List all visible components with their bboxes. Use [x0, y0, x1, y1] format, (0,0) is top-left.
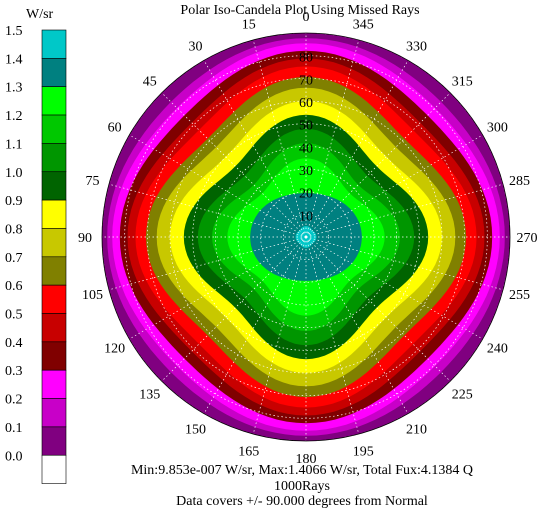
- radial-tick-label: 20: [299, 187, 313, 202]
- colorbar-band: [41, 426, 67, 456]
- radial-tick-label: 60: [299, 96, 313, 111]
- angular-tick-label: 225: [452, 387, 473, 402]
- colorbar-tick-label: 0.8: [5, 222, 23, 237]
- radial-tick-label: 40: [299, 141, 313, 156]
- angular-tick-label: 0: [303, 10, 310, 25]
- colorbar-tick-label: 0.1: [5, 421, 23, 436]
- colorbar-band: [41, 29, 67, 59]
- colorbar-tick-label: 0.6: [5, 279, 23, 294]
- angular-tick-label: 180: [296, 452, 317, 467]
- polar-grid-ring: [214, 145, 398, 329]
- colorbar-tick-label: 1.4: [5, 52, 23, 67]
- angular-tick-label: 330: [406, 40, 427, 55]
- colorbar-band: [41, 58, 67, 87]
- angular-tick-label: 195: [353, 444, 374, 459]
- angular-tick-label: 255: [509, 288, 530, 303]
- angular-tick-label: 30: [189, 40, 203, 55]
- colorbar-tick-label: 0.7: [5, 251, 23, 266]
- angular-tick-label: 105: [82, 288, 103, 303]
- colorbar-band: [41, 369, 67, 399]
- colorbar-tick-label: 0.9: [5, 194, 23, 209]
- angular-tick-label: 270: [517, 231, 538, 246]
- radial-tick-label: 10: [299, 209, 313, 224]
- colorbar-unit-label: W/sr: [26, 7, 54, 22]
- angular-tick-label: 240: [487, 342, 508, 357]
- polar-plot: 10 20 30 40 50 60 70 80 0 15 30 45 60 75 90 105 120 135 15…: [78, 10, 538, 467]
- colorbar-band: [41, 86, 67, 116]
- colorbar-band: [41, 341, 67, 371]
- colorbar-tick-label: 0.3: [5, 364, 23, 379]
- angular-tick-label: 150: [185, 422, 206, 437]
- angular-tick-label: 15: [242, 18, 256, 33]
- colorbar-band: [41, 284, 67, 314]
- colorbar-tick-label: 1.3: [5, 81, 23, 96]
- footer-coverage: Data covers +/- 90.000 degrees from Norm…: [176, 494, 428, 509]
- colorbar-tick-label: 1.5: [5, 24, 23, 39]
- angular-tick-label: 120: [104, 342, 125, 357]
- angular-tick-label: 90: [78, 231, 92, 246]
- chart-title: Polar Iso-Candela Plot Using Missed Rays: [180, 3, 419, 18]
- colorbar-band: [41, 143, 67, 173]
- angular-tick-label: 135: [139, 387, 160, 402]
- angular-tick-label: 345: [353, 18, 374, 33]
- angular-tick-label: 60: [108, 121, 122, 136]
- footer-rays: 1000Rays: [274, 479, 330, 494]
- colorbar-band: [41, 454, 67, 484]
- polar-grid-ring: [146, 77, 466, 397]
- colorbar-band: [41, 114, 67, 144]
- colorbar-tick-label: 1.2: [5, 109, 23, 124]
- colorbar-tick-label: 0.4: [5, 336, 23, 351]
- colorbar-tick-label: 0.2: [5, 393, 23, 408]
- colorbar-tick-label: 0.0: [5, 449, 23, 464]
- radial-tick-label: 70: [299, 73, 313, 88]
- radial-tick-label: 50: [299, 119, 313, 134]
- angular-tick-label: 75: [86, 174, 100, 189]
- angular-tick-label: 285: [509, 174, 530, 189]
- angular-tick-label: 165: [238, 444, 259, 459]
- colorbar-band: [41, 398, 67, 428]
- colorbar: 1.5 1.4 1.3 1.2 1.1 1.0 0.9 0.8 0.7 0.6 0.5 0.4 0.3 0…: [5, 24, 67, 484]
- radial-tick-label: 30: [299, 164, 313, 179]
- footer-stats: Min:9.853e-007 W/sr, Max:1.4066 W/sr, To…: [131, 463, 473, 478]
- angular-tick-label: 315: [452, 75, 473, 90]
- colorbar-tick-label: 1.0: [5, 166, 23, 181]
- colorbar-band: [41, 313, 67, 343]
- angular-tick-label: 210: [406, 422, 427, 437]
- angular-tick-label: 300: [487, 121, 508, 136]
- colorbar-band: [41, 199, 67, 229]
- colorbar-tick-label: 1.1: [5, 137, 23, 152]
- colorbar-band: [41, 171, 67, 201]
- colorbar-band: [41, 256, 67, 286]
- angular-tick-label: 45: [143, 75, 157, 90]
- radial-tick-label: 80: [299, 51, 313, 66]
- colorbar-band: [41, 228, 67, 258]
- polar-grid-ring: [282, 213, 330, 261]
- colorbar-tick-label: 0.5: [5, 308, 23, 323]
